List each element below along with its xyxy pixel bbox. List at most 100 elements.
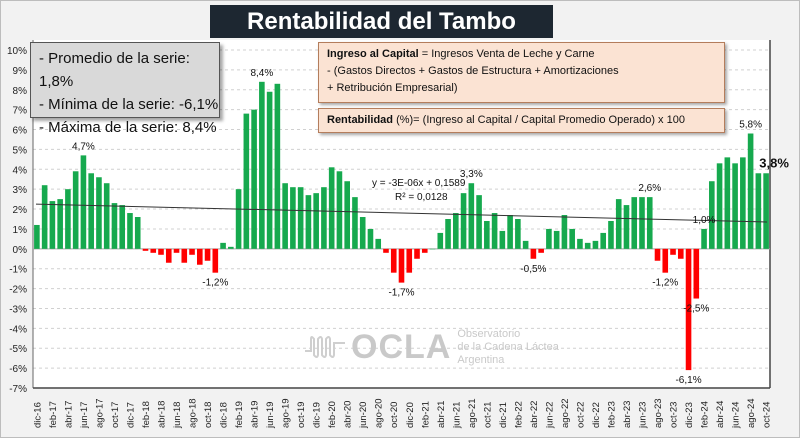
bar-dic-22 [592, 240, 599, 249]
x-tick-label: jun-20 [358, 402, 369, 429]
bar-oct-22 [577, 238, 583, 249]
bar-feb-17 [49, 201, 56, 249]
bar-jul-17 [88, 173, 94, 249]
x-tick-label: feb-22 [513, 401, 524, 428]
x-tick-label: oct-19 [296, 402, 307, 428]
x-tick-label: ago-19 [281, 398, 292, 428]
x-tick-label: oct-23 [669, 402, 680, 428]
x-tick-label: dic-16 [32, 402, 43, 428]
x-tick-label: dic-22 [591, 402, 602, 428]
y-tick-label: -1% [9, 265, 27, 276]
bar-abr-19 [251, 109, 257, 249]
data-label: -1,7% [388, 288, 414, 299]
bar-ago-21 [468, 183, 475, 249]
bar-jun-18 [173, 248, 180, 253]
bar-ene-24 [693, 248, 700, 299]
bar-ene-21 [414, 248, 420, 259]
bar-feb-23 [608, 220, 614, 249]
logo-sub3: Argentina [457, 354, 505, 366]
y-tick-label: 10% [7, 46, 27, 57]
x-tick-label: dic-23 [684, 402, 695, 428]
data-label: 2,6% [638, 183, 661, 194]
y-tick-label: -2% [9, 285, 27, 296]
x-tick-label: oct-24 [762, 402, 773, 428]
ocla-wave-icon [305, 335, 345, 358]
bar-mar-22 [522, 240, 529, 249]
bar-mar-19 [243, 113, 250, 249]
x-tick-label: abr-24 [715, 401, 726, 428]
trendline-r2: R² = 0,0128 [395, 192, 448, 203]
x-tick-label: oct-21 [482, 402, 493, 428]
bar-nov-21 [491, 213, 498, 249]
data-label: 8,4% [250, 68, 273, 79]
bar-abr-23 [623, 205, 630, 249]
bar-sep-19 [290, 187, 296, 249]
chart-title: Rentabilidad del Tambo Promedio [210, 5, 553, 68]
bar-mar-24 [709, 181, 715, 249]
x-tick-label: jun-21 [451, 402, 462, 429]
x-tick-label: jun-19 [265, 402, 276, 429]
bar-ago-22 [561, 215, 568, 249]
bar-feb-18 [142, 248, 149, 251]
bar-may-19 [259, 81, 265, 249]
bar-abr-17 [65, 189, 71, 249]
y-tick-label: -5% [9, 344, 27, 355]
x-tick-label: abr-17 [63, 401, 74, 428]
bar-abr-22 [530, 248, 537, 259]
series-stats-box: - Promedio de la serie: 1,8% - Mínima de… [30, 42, 220, 136]
bar-nov-20 [398, 248, 405, 283]
y-tick-label: 5% [13, 145, 28, 156]
bar-mar-23 [615, 199, 622, 249]
bar-nov-19 [305, 195, 312, 249]
x-tick-label: oct-17 [110, 402, 121, 428]
x-tick-label: jun-24 [731, 402, 742, 429]
x-tick-label: oct-18 [203, 402, 214, 428]
bar-jul-19 [274, 83, 281, 249]
formula-income-box: Ingreso al Capital = Ingresos Venta de L… [318, 42, 725, 103]
bar-may-17 [72, 171, 79, 249]
formula-profitability-rest: (%)= (Ingreso al Capital / Capital Prome… [393, 114, 685, 126]
x-tick-label: abr-19 [250, 401, 261, 428]
x-tick-label: abr-21 [436, 401, 447, 428]
bar-oct-23 [670, 248, 676, 255]
bar-ene-22 [507, 215, 513, 249]
x-tick-label: ago-21 [467, 398, 478, 428]
x-tick-label: abr-18 [157, 401, 168, 428]
x-tick-label: ago-23 [653, 398, 664, 428]
bar-feb-19 [235, 189, 242, 249]
data-label: 5,8% [739, 120, 762, 131]
bar-may-24 [724, 157, 731, 249]
x-tick-label: ago-18 [188, 398, 199, 428]
bar-nov-23 [677, 248, 684, 259]
bar-ene-17 [41, 185, 48, 249]
bar-feb-24 [701, 228, 707, 249]
x-tick-label: jun-23 [637, 402, 648, 429]
y-tick-label: 2% [13, 205, 28, 216]
bar-feb-20 [328, 167, 335, 249]
bar-jun-19 [266, 91, 273, 249]
formula-income-line1: = Ingresos Venta de Leche y Carne [418, 48, 595, 60]
bar-sep-17 [103, 183, 110, 249]
bar-ago-18 [189, 248, 195, 255]
bar-feb-21 [421, 248, 428, 253]
bar-dic-18 [220, 242, 226, 249]
bar-ago-19 [282, 183, 288, 249]
bar-jul-22 [553, 230, 560, 249]
bar-abr-20 [344, 181, 350, 249]
data-label: -2,5% [683, 304, 709, 315]
y-tick-label: 4% [13, 165, 28, 176]
bar-abr-24 [716, 163, 723, 249]
bar-jun-17 [80, 155, 87, 249]
x-tick-label: feb-24 [700, 401, 711, 428]
x-tick-label: ago-22 [560, 398, 571, 428]
bar-mar-20 [336, 171, 343, 249]
formula-profitability-box: Rentabilidad (%)= (Ingreso al Capital / … [318, 108, 725, 133]
x-tick-label: jun-22 [544, 402, 555, 429]
bar-sep-18 [196, 248, 203, 265]
data-label: 3,8% [759, 155, 789, 170]
bar-sep-20 [383, 248, 389, 253]
bar-oct-17 [111, 203, 118, 249]
x-tick-label: feb-23 [606, 401, 617, 428]
bar-dic-21 [499, 230, 506, 249]
y-tick-label: 0% [13, 245, 28, 256]
